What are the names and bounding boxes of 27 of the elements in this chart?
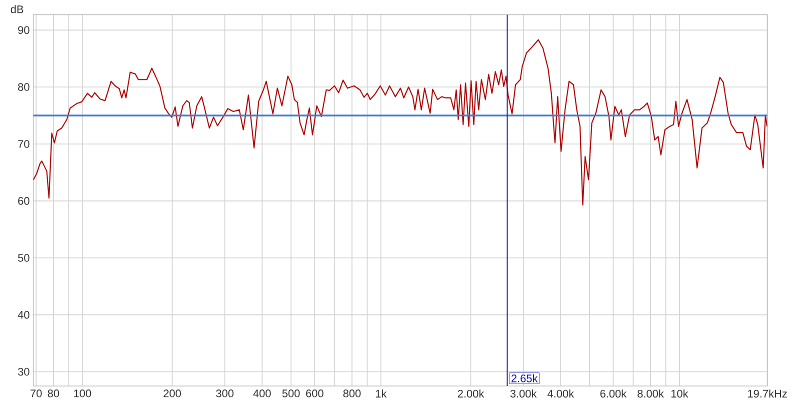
x-axis-title: Hz [774,390,787,398]
x-tick-label: 6.00k [600,390,627,398]
x-tick-label: 19.7k [748,390,774,398]
x-tick-label: 80 [48,390,60,398]
x-tick-label: 500 [282,390,300,398]
x-tick-label: 300 [216,390,234,398]
y-axis-title: dB [10,5,24,14]
y-tick-label: 30 [18,368,30,376]
x-tick-label: 800 [343,390,361,398]
x-tick-label: 10k [671,390,688,398]
x-tick-label: 3.00k [510,390,537,398]
x-tick-label: 4.00k [547,390,574,398]
x-tick-label: 200 [164,390,181,398]
x-tick-label: 8.00k [638,390,664,398]
x-tick-label: 2.00k [458,390,484,398]
x-tick-label: 600 [306,390,324,398]
x-tick-label: 100 [74,390,92,398]
y-tick-label: 80 [18,83,30,91]
x-tick-label: 1k [376,390,387,398]
y-tick-label: 60 [18,197,30,205]
y-tick-label: 40 [18,310,30,319]
ref-line-label: 2.65k [512,374,538,382]
y-tick-label: 50 [18,254,30,262]
x-tick-label: 70 [30,390,42,398]
x-tick-label: 400 [253,390,271,398]
y-tick-label: 70 [18,140,30,148]
y-tick-label: 90 [18,26,30,34]
